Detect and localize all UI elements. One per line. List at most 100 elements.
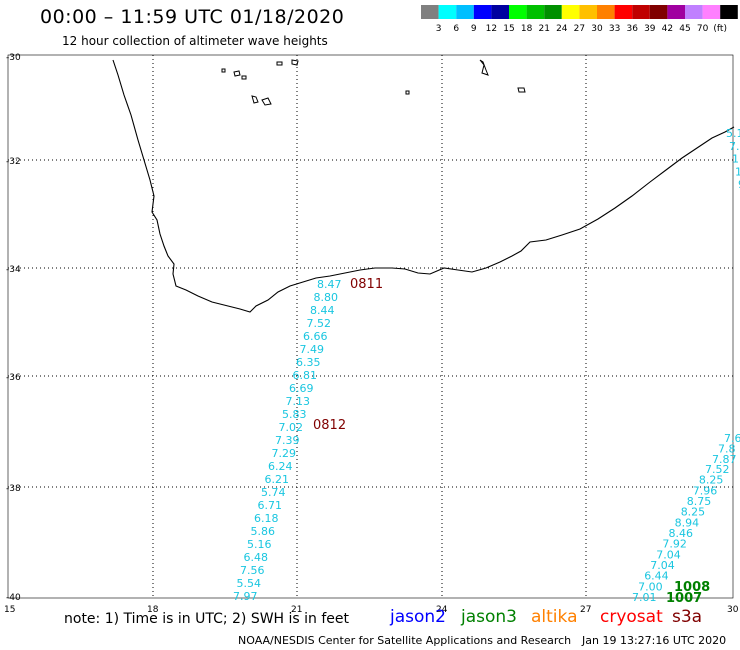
swh-value-label: 7.00: [638, 580, 663, 593]
map-subtitle: 12 hour collection of altimeter wave hei…: [62, 34, 328, 48]
legend-swatch: [561, 5, 580, 19]
swh-value-label: 5.74: [261, 486, 286, 499]
lon-label: 24: [436, 605, 448, 615]
swh-value-label: 6.48: [244, 551, 269, 564]
swh-value-label: 5.86: [251, 525, 276, 538]
islands: [221, 59, 526, 106]
swh-value-label: 7.52: [307, 317, 332, 330]
swh-value-label: 8.75: [687, 495, 712, 508]
pass-time-labels: 0811 0812 1008 1007: [313, 277, 710, 606]
legend-swatch: [473, 5, 492, 19]
legend-swatch: [456, 5, 474, 19]
legend-swatch: [544, 5, 562, 19]
swh-value-label: 7.02: [279, 421, 304, 434]
swh-value-label: 7.56: [240, 564, 265, 577]
legend-label: 9: [471, 24, 477, 34]
map-frame: [7, 54, 734, 599]
swh-value-label: 5.54: [237, 577, 262, 590]
legend-swatch: [667, 5, 685, 19]
legend-swatch: [491, 5, 509, 19]
legend-label: 30: [591, 24, 603, 34]
legend-swatch: [702, 5, 721, 19]
swh-value-label: 6.81: [293, 369, 318, 382]
legend-label: 39: [644, 24, 656, 34]
swh-value-label: 5.1: [726, 127, 740, 140]
legend-swatch: [632, 5, 650, 19]
lon-axis-labels: 15 18 21 24 27 30: [4, 605, 739, 615]
track-east-coast-values: 5.17.811119: [726, 127, 740, 191]
swh-value-label: 8.25: [681, 506, 706, 519]
mission-jason2: jason2: [390, 607, 446, 627]
legend-label: 42: [662, 24, 673, 34]
legend-swatch: [526, 5, 545, 19]
lon-label: 30: [727, 605, 739, 615]
legend-label: 3: [436, 24, 442, 34]
swh-value-label: 6.66: [303, 330, 328, 343]
swh-value-label: 7.87: [712, 453, 737, 466]
mission-altika: altika: [531, 607, 578, 627]
track-right-values: 7.528.257.968.758.258.948.467.927.047.04…: [632, 463, 730, 604]
legend-label: 36: [626, 24, 638, 34]
lat-label: -40: [6, 593, 21, 603]
swh-value-label: 7.96: [693, 484, 718, 497]
swh-value-label: 6.35: [296, 356, 321, 369]
swh-value-label: 7.13: [286, 395, 311, 408]
swh-value-label: 7.39: [275, 434, 300, 447]
color-legend-labels: 3 6 9 12 15 18 21 24 27 30 33 36 39 42 45 70 (ft): [436, 24, 727, 34]
swh-value-label: 8.94: [675, 516, 700, 529]
lon-label: 18: [147, 605, 159, 615]
legend-label: 45: [679, 24, 690, 34]
graticule: [8, 55, 733, 598]
lat-label: -32: [6, 157, 21, 167]
legend-swatch: [614, 5, 633, 19]
swh-value-label: 8.80: [314, 291, 339, 304]
swh-value-label: 5.83: [282, 408, 307, 421]
legend-label: 15: [503, 24, 514, 34]
legend-label: 27: [574, 24, 585, 34]
pass-time-label: 1007: [666, 591, 702, 606]
pass-time-label: 1008: [674, 580, 710, 595]
track-right-top-values: 7.67.87.87: [712, 432, 740, 466]
swh-value-label: 7.04: [650, 559, 675, 572]
lon-label: 15: [4, 605, 15, 615]
mission-s3a: s3a: [672, 607, 703, 627]
legend-label: 12: [486, 24, 497, 34]
mission-cryosat: cryosat: [600, 607, 663, 627]
lat-label: -36: [6, 373, 21, 383]
legend-label: 6: [453, 24, 459, 34]
swh-value-label: 6.71: [258, 499, 283, 512]
lat-label: -34: [6, 265, 21, 275]
map-title: 00:00 – 11:59 UTC 01/18/2020: [40, 6, 345, 28]
legend-swatch: [438, 5, 457, 19]
lat-label: -38: [6, 484, 21, 494]
coastline: [112, 59, 735, 313]
swh-value-label: 6.44: [644, 570, 669, 583]
swh-value-label: 7.6: [724, 432, 740, 445]
swh-value-label: 7.49: [300, 343, 325, 356]
credit-line: NOAA/NESDIS Center for Satellite Applica…: [238, 634, 572, 647]
swh-value-label: 9: [738, 178, 740, 191]
swh-value-label: 7.97: [233, 590, 258, 603]
generated-timestamp: Jan 19 13:27:16 UTC 2020: [582, 634, 727, 647]
legend-swatch: [597, 5, 615, 19]
swh-value-label: 6.69: [289, 382, 314, 395]
swh-value-label: 7.01: [632, 591, 657, 604]
legend-swatch: [685, 5, 703, 19]
legend-swatch: [509, 5, 527, 19]
lat-label: -30: [6, 53, 21, 63]
legend-label: (ft): [713, 24, 727, 34]
lon-label: 21: [291, 605, 302, 615]
swh-value-label: 5.16: [247, 538, 272, 551]
swh-value-label: 11: [732, 153, 740, 166]
swh-value-label: 8.25: [699, 474, 724, 487]
legend-label: 21: [538, 24, 549, 34]
swh-value-label: 7.52: [705, 463, 730, 476]
swh-value-label: 7.8: [718, 443, 736, 456]
legend-swatch: [421, 5, 439, 19]
legend-label: 24: [556, 24, 568, 34]
swh-value-label: 8.46: [669, 527, 694, 540]
footer-note: note: 1) Time is in UTC; 2) SWH is in fe…: [64, 611, 350, 627]
swh-value-label: 7.8: [729, 140, 740, 153]
swh-value-label: 11: [735, 165, 740, 178]
